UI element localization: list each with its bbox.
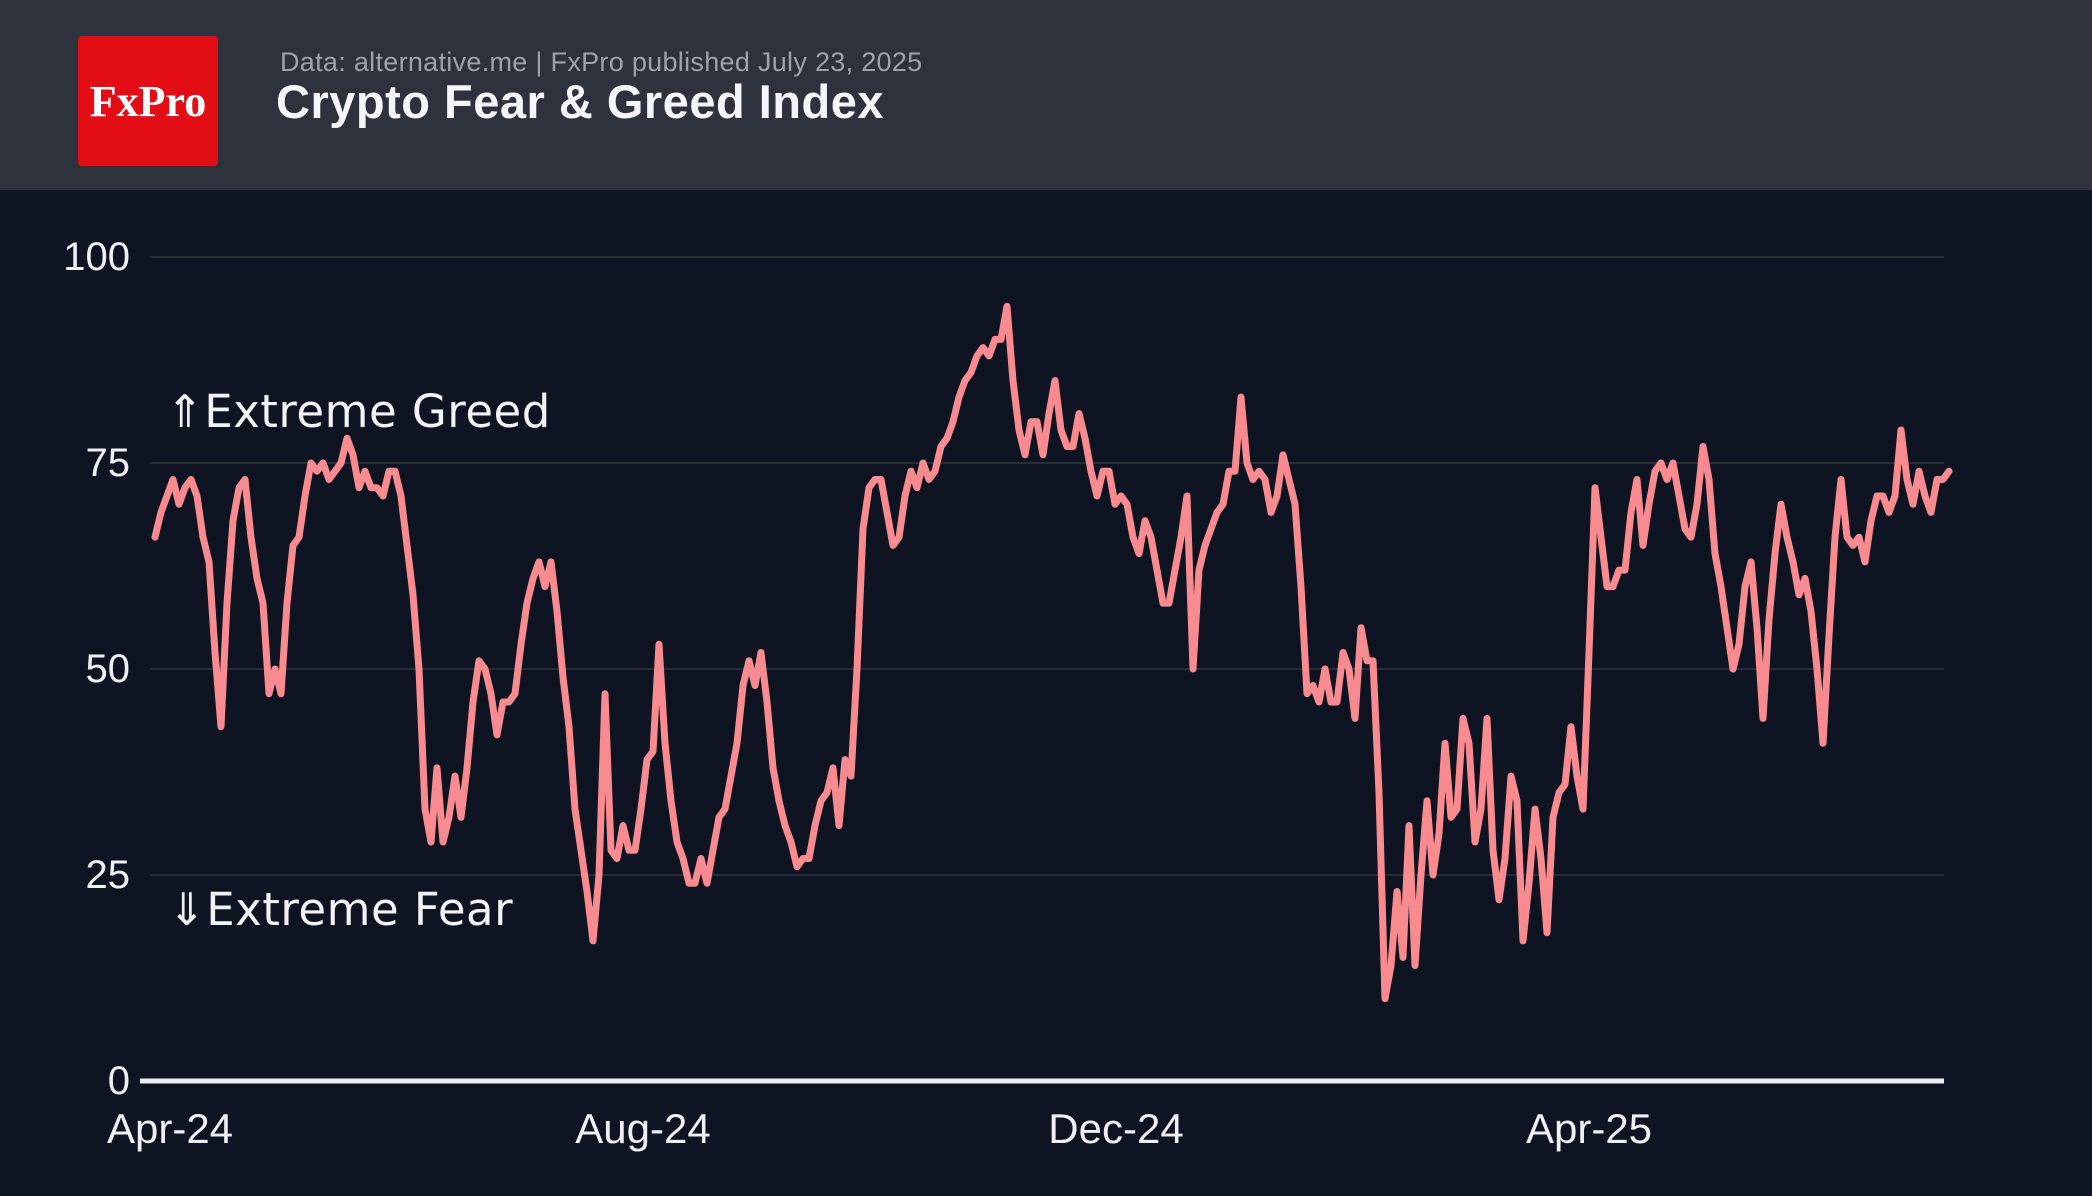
extreme-fear-annotation: ⇓Extreme Fear — [168, 883, 514, 936]
x-axis-tick-dec24: Dec-24 — [1048, 1105, 1184, 1152]
x-axis-tick-apr24: Apr-24 — [106, 1105, 234, 1152]
y-axis-tick-25: 25 — [85, 853, 131, 897]
y-axis-tick-100: 100 — [63, 235, 130, 279]
y-axis-tick-50: 50 — [85, 647, 131, 691]
index-series-line — [151, 302, 1953, 1003]
fxpro-logo-text: FxPro — [89, 76, 207, 126]
fxpro-logo: FxPro — [78, 36, 218, 166]
x-axis-tick-apr25: Apr-25 — [1525, 1105, 1653, 1152]
page-title: Crypto Fear & Greed Index — [276, 75, 884, 128]
header-bar: FxPro Data: alternative.me | FxPro publi… — [0, 0, 2092, 190]
y-axis-tick-0: 0 — [107, 1059, 130, 1103]
data-source-caption: Data: alternative.me | FxPro published J… — [280, 47, 923, 77]
extreme-greed-annotation: ⇑Extreme Greed — [166, 385, 551, 438]
x-axis-tick-aug24: Aug-24 — [575, 1105, 711, 1152]
y-axis-tick-75: 75 — [85, 441, 131, 485]
